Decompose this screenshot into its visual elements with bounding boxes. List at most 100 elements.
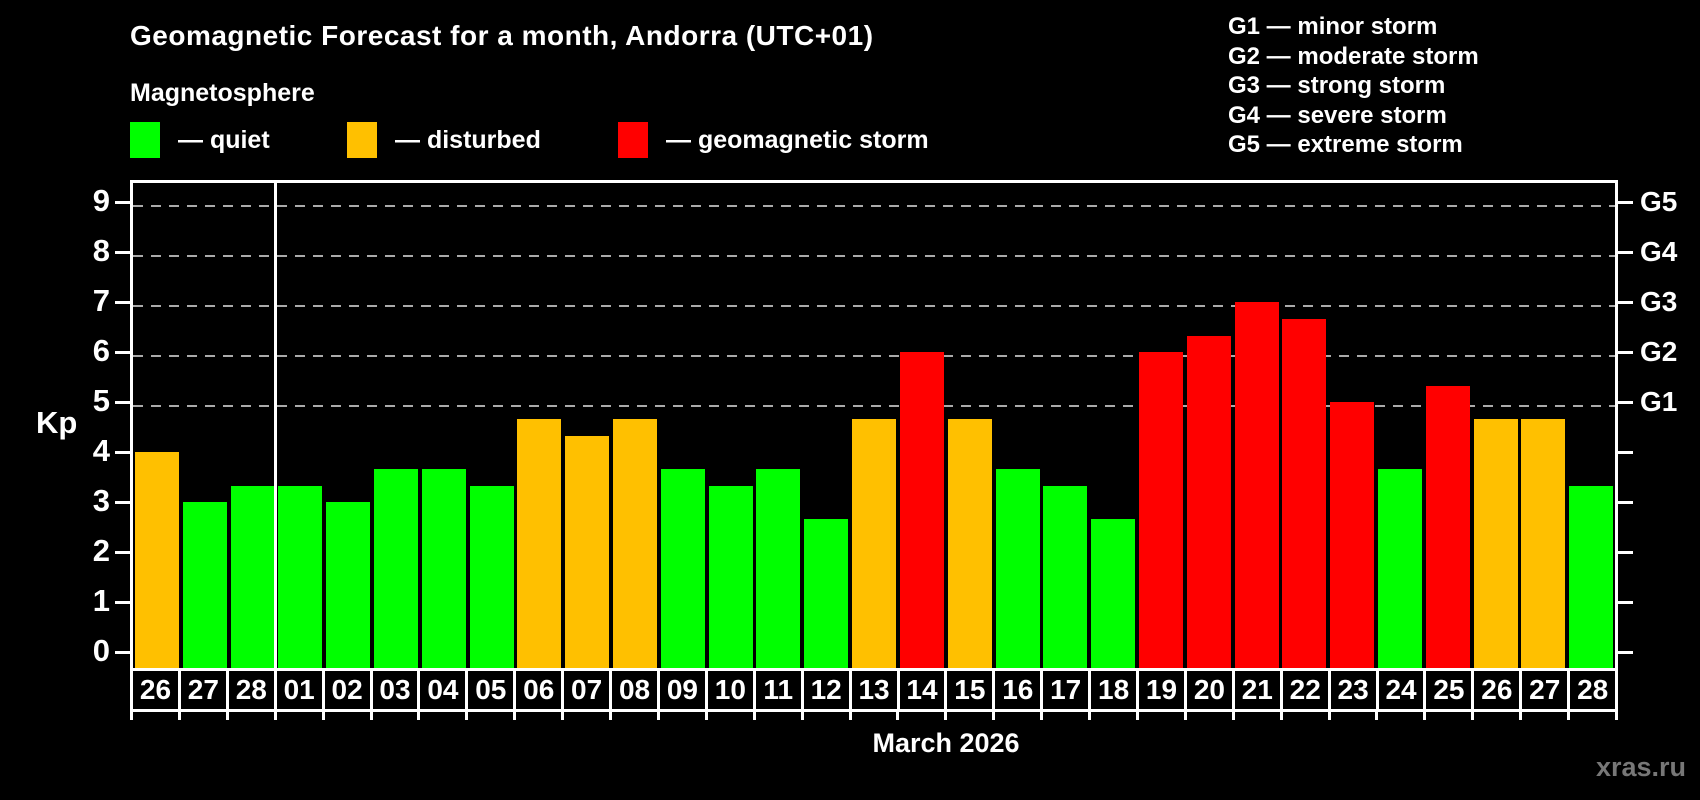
day-cell-13: 13 [848,671,897,709]
bar-slot-10 [707,183,755,668]
legend-label-storm: — geomagnetic storm [666,125,929,154]
kp-tick-right-6 [1618,351,1633,354]
kp-tick-left-0 [115,651,130,654]
kp-tick-left-3 [115,501,130,504]
kp-tick-right-3 [1618,501,1633,504]
day-boundary-tick-30 [1567,712,1571,720]
kp-axis-label: Kp [36,405,78,440]
day-cell-22: 22 [1279,671,1328,709]
bar-slot-26 [133,183,181,668]
bar-day-27 [182,502,227,668]
day-cell-18: 18 [1088,671,1136,709]
day-boundary-tick-15 [848,712,852,720]
kp-tick-label-4: 4 [92,433,110,468]
bar-day-02 [326,502,371,668]
storm-scale-legend-g1: G1 — minor storm [1228,13,1438,40]
kp-tick-left-1 [115,601,130,604]
kp-tick-label-7: 7 [92,283,110,318]
bar-slot-25 [1424,183,1472,668]
kp-tick-left-6 [115,351,130,354]
bar-slot-20 [1185,183,1233,668]
bar-slot-23 [1328,183,1376,668]
storm-scale-legend-g3: G3 — strong storm [1228,72,1446,99]
bar-slot-06 [516,183,564,668]
quiet-color-swatch [130,122,160,158]
day-boundary-tick-9 [561,712,565,720]
day-cell-28: 28 [1567,671,1615,709]
bar-slot-07 [563,183,611,668]
storm-color-swatch [618,122,648,158]
gridline-kp7 [133,305,1615,307]
bar-slot-09 [659,183,707,668]
day-boundary-tick-4 [321,712,325,720]
bar-slot-05 [468,183,516,668]
bar-day-24 [1378,468,1423,668]
bar-day-16 [995,468,1040,668]
day-boundary-tick-27 [1423,712,1427,720]
bar-slot-19 [1137,183,1185,668]
day-boundary-tick-25 [1327,712,1331,720]
day-boundary-tick-19 [1040,712,1044,720]
bar-day-07 [565,435,610,668]
day-cell-27: 27 [177,671,226,709]
day-cell-17: 17 [1040,671,1088,709]
day-cell-11: 11 [752,671,801,709]
month-separator-line [274,180,277,668]
day-cell-19: 19 [1136,671,1184,709]
bar-day-22 [1282,318,1327,668]
bar-day-18 [1091,518,1136,668]
gridline-kp9 [133,205,1615,207]
day-cell-03: 03 [369,671,418,709]
kp-tick-left-9 [115,201,130,204]
day-cell-09: 09 [656,671,705,709]
day-boundary-tick-11 [656,712,660,720]
day-boundary-tick-28 [1471,712,1475,720]
bar-slot-16 [994,183,1042,668]
bar-day-15 [947,418,992,668]
day-cell-06: 06 [513,671,561,709]
day-cell-15: 15 [944,671,992,709]
kp-tick-label-3: 3 [92,483,110,518]
g-scale-label-g2: G2 [1640,336,1678,367]
g-scale-label-g3: G3 [1640,286,1678,317]
bar-day-11 [756,468,801,668]
gridline-kp8 [133,255,1615,257]
bar-slot-03 [372,183,420,668]
legend-label-quiet: — quiet [178,125,270,154]
kp-tick-label-1: 1 [92,583,110,618]
month-caption: March 2026 [872,728,1020,758]
day-cell-10: 10 [704,671,753,709]
day-boundary-tick-17 [944,712,948,720]
kp-tick-right-8 [1618,251,1633,254]
kp-tick-right-2 [1618,551,1633,554]
day-cell-23: 23 [1327,671,1376,709]
day-boundary-tick-21 [1135,712,1139,720]
bar-day-19 [1138,352,1183,668]
day-cell-07: 07 [561,671,609,709]
day-cell-04: 04 [417,671,465,709]
storm-scale-legend-g4: G4 — severe storm [1228,101,1447,129]
bar-slot-28 [1567,183,1615,668]
day-boundary-tick-23 [1231,712,1235,720]
g-scale-label-g1: G1 [1640,386,1678,417]
bar-day-20 [1186,335,1231,668]
kp-tick-label-8: 8 [92,233,110,268]
bar-day-23 [1330,402,1375,668]
legend-item-storm: — geomagnetic storm [618,121,929,159]
legend-label-disturbed: — disturbed [395,125,541,154]
bar-day-25 [1425,385,1470,668]
storm-scale-legend: G1 — minor storm G2 — moderate storm G3 … [1228,12,1479,160]
bar-slot-12 [802,183,850,668]
storm-scale-legend-g5: G5 — extreme storm [1228,131,1463,158]
day-cell-20: 20 [1183,671,1232,709]
kp-tick-left-7 [115,301,130,304]
day-boundary-tick-18 [992,712,996,720]
bar-slot-26 [1472,183,1520,668]
day-cell-27: 27 [1519,671,1567,709]
day-cell-25: 25 [1423,671,1471,709]
day-boundary-tick-13 [752,712,756,720]
day-boundary-tick-12 [704,712,708,720]
bar-day-26 [134,452,179,668]
bar-slot-02 [324,183,372,668]
bar-slot-27 [1520,183,1568,668]
